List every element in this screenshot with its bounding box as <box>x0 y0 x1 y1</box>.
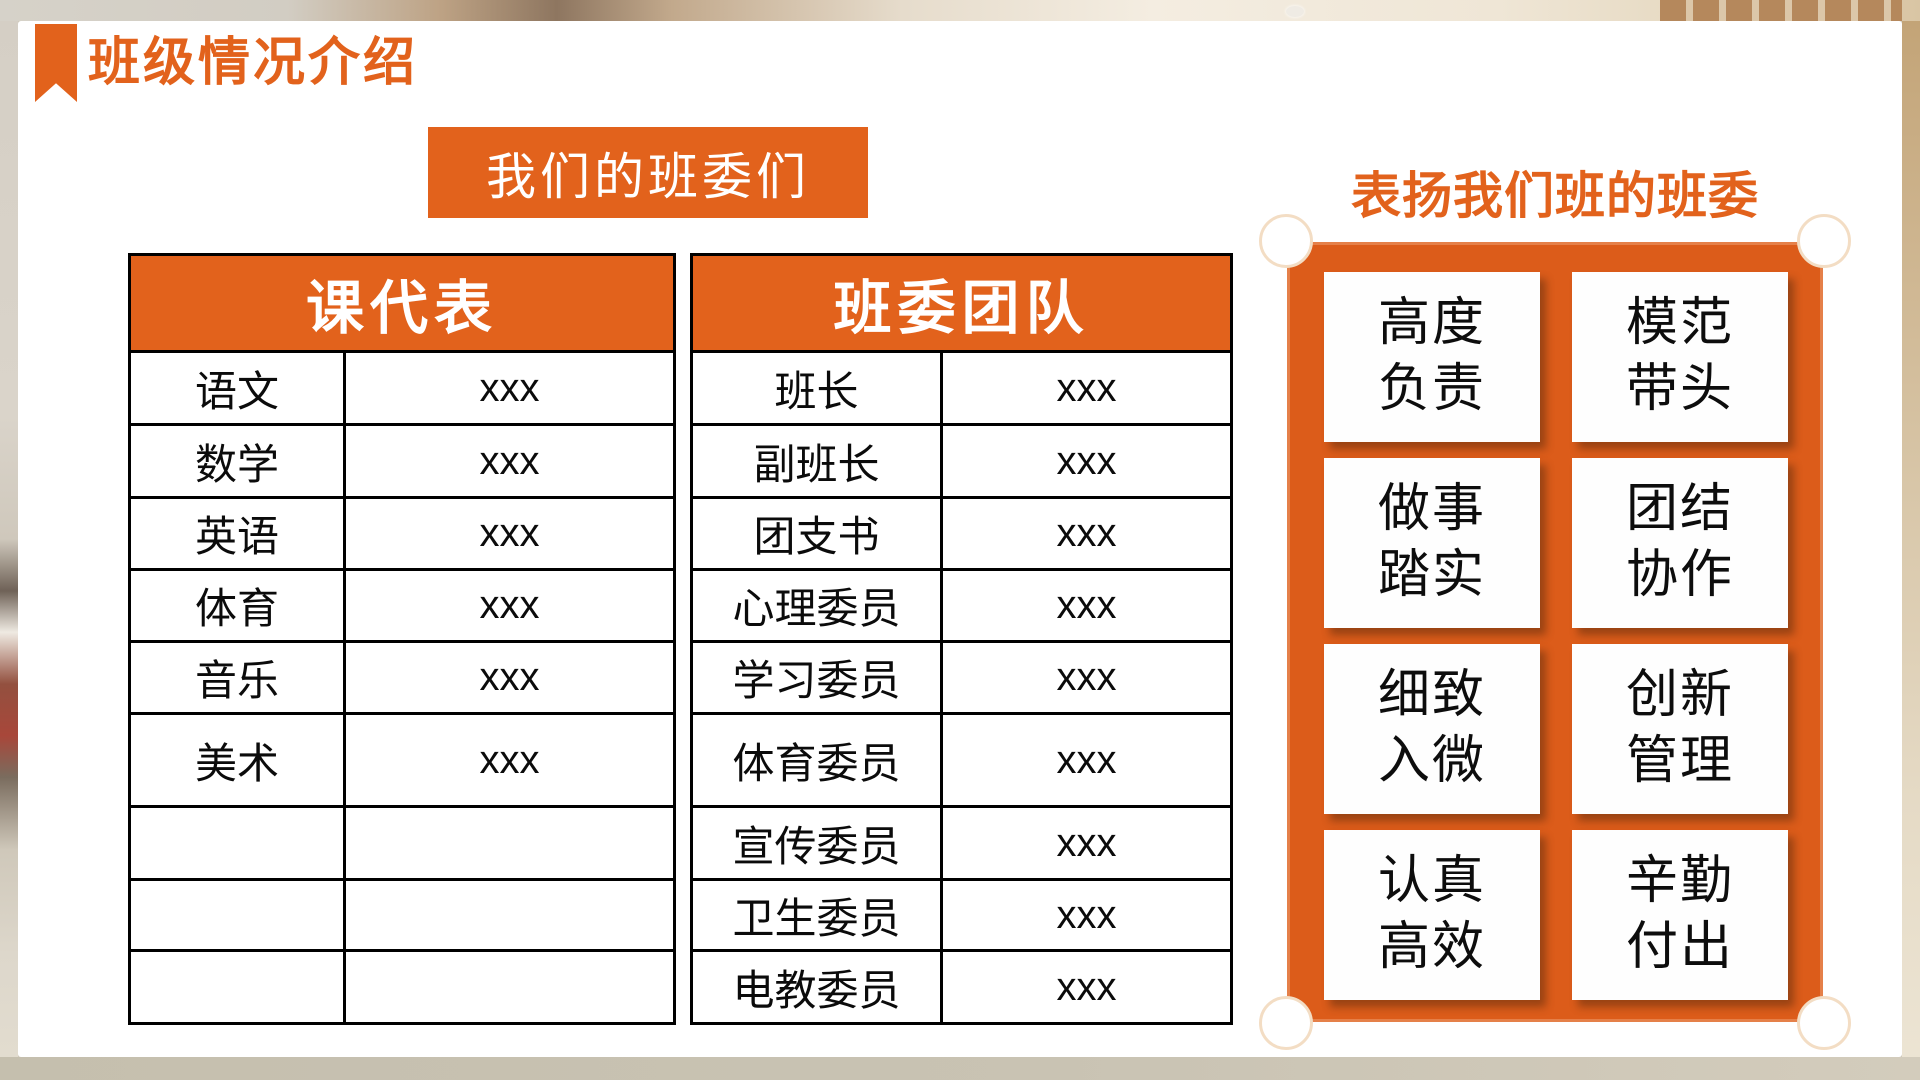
table-row: 学习委员 xxx <box>690 640 1234 715</box>
table-row: 电教委员 xxx <box>690 949 1234 1025</box>
praise-box: 高度 负责 <box>1324 272 1540 442</box>
table-row: 美术 xxx <box>128 712 677 808</box>
table-row <box>128 805 677 881</box>
corner-notch <box>1259 214 1313 268</box>
corner-notch <box>1259 996 1313 1050</box>
table-row: 团支书 xxx <box>690 496 1234 571</box>
table-row: 卫生委员 xxx <box>690 878 1234 952</box>
table-row: 副班长 xxx <box>690 423 1234 499</box>
praise-box: 细致 入微 <box>1324 644 1540 814</box>
praise-grid: 高度 负责 模范 带头 做事 踏实 团结 协作 细致 入微 创新 管理 认真 高效 辛勤 付出 <box>1324 272 1790 1000</box>
table-row: 音乐 xxx <box>128 640 677 715</box>
background-photo-top <box>0 0 1920 21</box>
praise-box: 辛勤 付出 <box>1572 830 1788 1000</box>
table-row: 宣传委员 xxx <box>690 805 1234 881</box>
table-row: 数学 xxx <box>128 423 677 499</box>
course-reps-table: 课代表 语文 xxx 数学 xxx 英语 xxx 体育 xxx 音乐 xxx 美术 xxx <box>127 253 677 1025</box>
praise-box: 认真 高效 <box>1324 830 1540 1000</box>
table-row: 英语 xxx <box>128 496 677 571</box>
praise-box: 模范 带头 <box>1572 272 1788 442</box>
praise-box: 做事 踏实 <box>1324 458 1540 628</box>
committee-header: 班委团队 <box>689 253 1234 353</box>
praise-panel: 高度 负责 模范 带头 做事 踏实 团结 协作 细致 入微 创新 管理 认真 高效 辛勤 付出 <box>1259 214 1851 1050</box>
table-row <box>128 949 677 1025</box>
background-photo-left <box>0 21 18 1057</box>
praise-title: 表扬我们班的班委 <box>1351 168 1759 224</box>
praise-box: 团结 协作 <box>1572 458 1788 628</box>
table-row: 语文 xxx <box>128 350 677 426</box>
ceiling-light <box>1286 6 1304 17</box>
committee-table: 班委团队 班长 xxx 副班长 xxx 团支书 xxx 心理委员 xxx 学习委员 xxx… <box>689 253 1234 1025</box>
subtitle-banner: 我们的班委们 <box>428 127 868 218</box>
table-row: 体育 xxx <box>128 568 677 643</box>
background-photo-right <box>1902 21 1920 1057</box>
table-row <box>128 878 677 952</box>
page-title: 班级情况介绍 <box>88 34 419 92</box>
praise-box: 创新 管理 <box>1572 644 1788 814</box>
table-row: 班长 xxx <box>690 350 1234 426</box>
corner-notch <box>1797 214 1851 268</box>
wood-slats <box>1660 0 1902 21</box>
corner-notch <box>1797 996 1851 1050</box>
course-reps-header: 课代表 <box>127 253 677 353</box>
background-photo-bottom <box>0 1057 1920 1080</box>
table-row: 体育委员 xxx <box>690 712 1234 808</box>
table-row: 心理委员 xxx <box>690 568 1234 643</box>
